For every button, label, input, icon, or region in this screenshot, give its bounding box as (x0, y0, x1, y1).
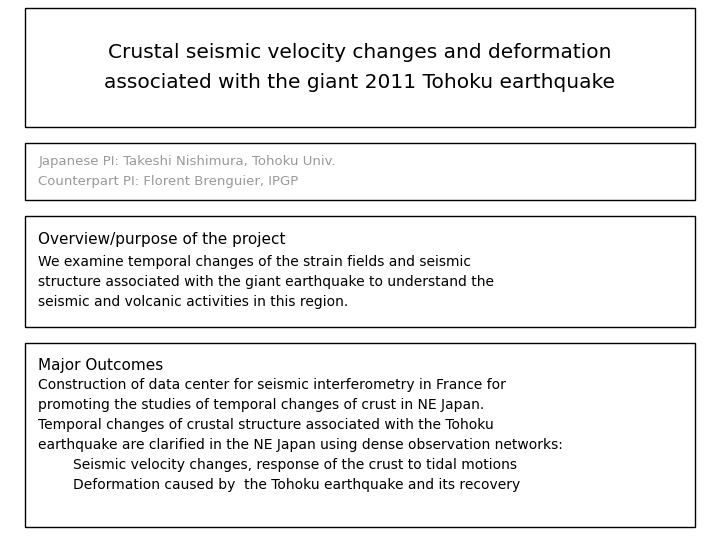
FancyBboxPatch shape (25, 216, 695, 327)
FancyBboxPatch shape (25, 143, 695, 200)
Text: Crustal seismic velocity changes and deformation
associated with the giant 2011 : Crustal seismic velocity changes and def… (104, 43, 616, 92)
Text: Japanese PI: Takeshi Nishimura, Tohoku Univ.
Counterpart PI: Florent Brenguier, : Japanese PI: Takeshi Nishimura, Tohoku U… (38, 155, 336, 188)
Text: We examine temporal changes of the strain fields and seismic
structure associate: We examine temporal changes of the strai… (38, 255, 494, 309)
FancyBboxPatch shape (25, 8, 695, 127)
FancyBboxPatch shape (25, 343, 695, 526)
Text: Overview/purpose of the project: Overview/purpose of the project (38, 232, 286, 247)
Text: Construction of data center for seismic interferometry in France for
promoting t: Construction of data center for seismic … (38, 378, 563, 492)
Text: Major Outcomes: Major Outcomes (38, 358, 163, 373)
